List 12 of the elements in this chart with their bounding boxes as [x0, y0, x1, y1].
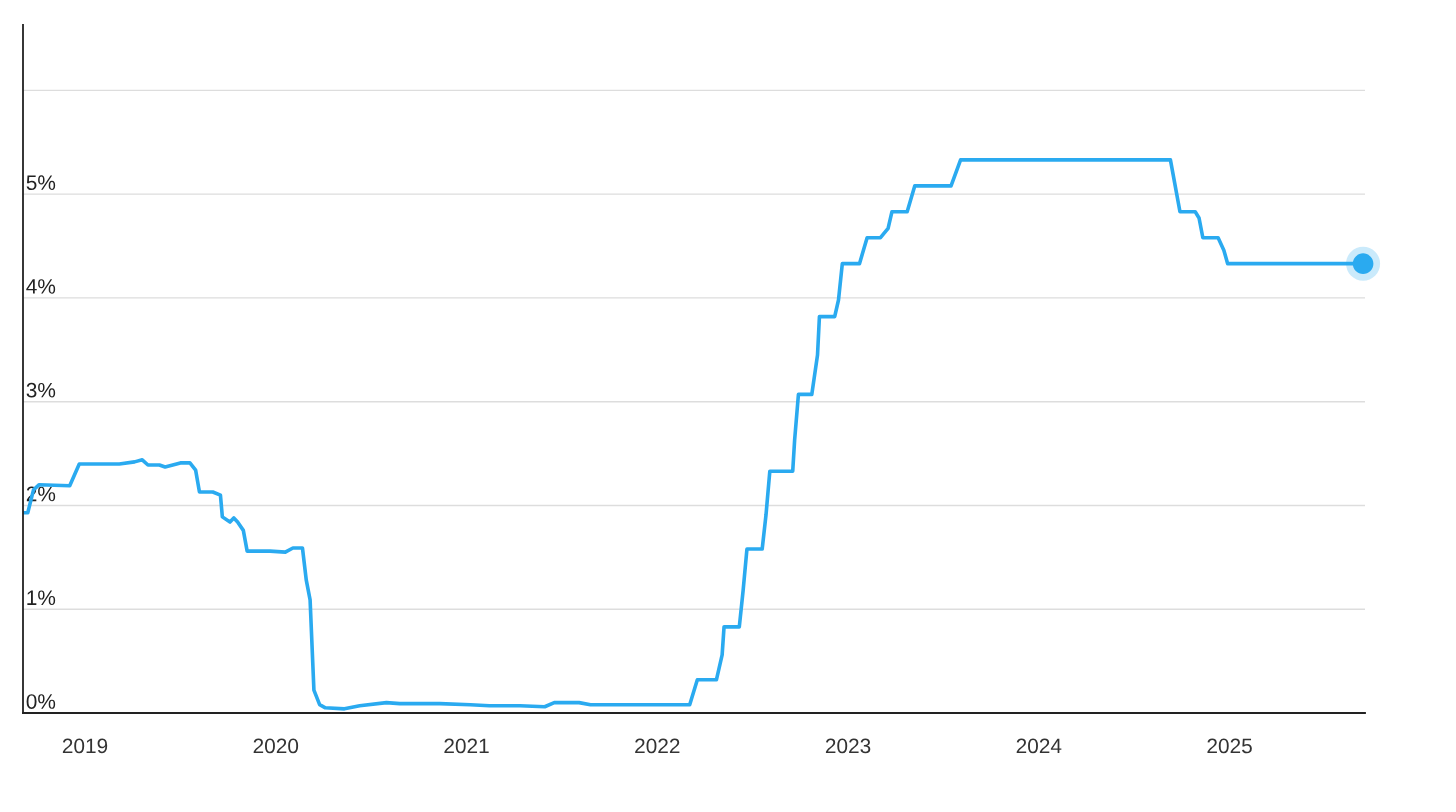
x-tick-label: 2025	[1207, 738, 1252, 754]
x-tick-label: 2022	[635, 738, 680, 754]
y-tick-label: 3%	[26, 382, 56, 398]
y-tick-label: 0%	[26, 694, 56, 709]
x-tick-label: 2019	[62, 738, 108, 754]
x-tick-label: 2020	[253, 738, 299, 754]
x-tick-label: 2021	[444, 738, 489, 754]
x-tick-label: 2023	[825, 738, 871, 754]
y-tick-label: 5%	[26, 175, 56, 191]
x-tick-label: 2024	[1016, 738, 1062, 754]
y-tick-label: 1%	[27, 590, 56, 606]
y-tick-label: 4%	[26, 279, 56, 294]
